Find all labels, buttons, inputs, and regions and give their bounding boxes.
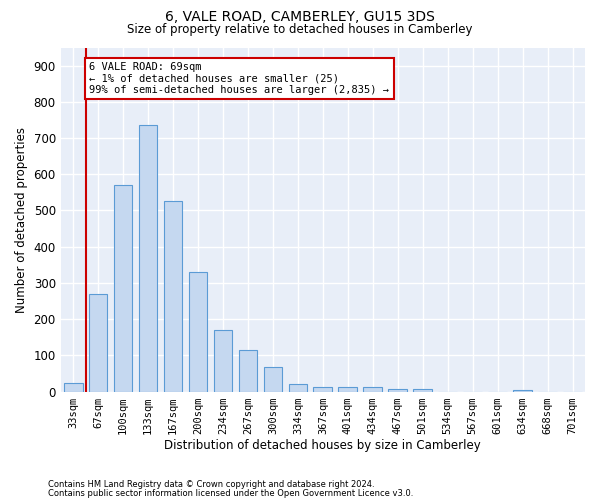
Text: Contains public sector information licensed under the Open Government Licence v3: Contains public sector information licen… [48,488,413,498]
Bar [188,272,208,392]
Bar [164,202,182,392]
Bar [313,387,332,392]
Bar [89,294,107,392]
Bar [139,126,157,392]
Bar [513,390,532,392]
Bar [239,350,257,392]
Bar [364,387,382,392]
Bar [114,185,133,392]
Bar [289,384,307,392]
X-axis label: Distribution of detached houses by size in Camberley: Distribution of detached houses by size … [164,440,481,452]
Bar [388,390,407,392]
Text: 6 VALE ROAD: 69sqm
← 1% of detached houses are smaller (25)
99% of semi-detached: 6 VALE ROAD: 69sqm ← 1% of detached hous… [89,62,389,95]
Text: Size of property relative to detached houses in Camberley: Size of property relative to detached ho… [127,22,473,36]
Bar [413,388,432,392]
Bar [214,330,232,392]
Bar [64,382,83,392]
Bar [263,367,282,392]
Text: Contains HM Land Registry data © Crown copyright and database right 2024.: Contains HM Land Registry data © Crown c… [48,480,374,489]
Y-axis label: Number of detached properties: Number of detached properties [15,126,28,312]
Bar [338,387,357,392]
Text: 6, VALE ROAD, CAMBERLEY, GU15 3DS: 6, VALE ROAD, CAMBERLEY, GU15 3DS [165,10,435,24]
